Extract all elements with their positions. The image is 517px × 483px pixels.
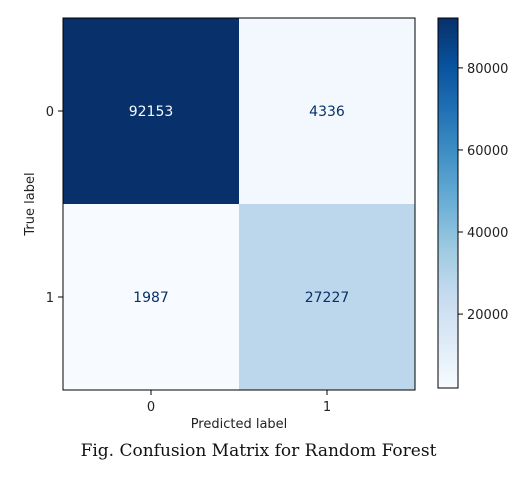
y-axis-label: True label	[23, 172, 38, 236]
colorbar-tick-label: 60000	[467, 144, 508, 159]
cell-value-label: 1987	[133, 290, 169, 306]
heatmap-cells: 92153 4336 1987 27227	[63, 18, 415, 390]
colorbar-tick-label: 40000	[467, 226, 508, 241]
colorbar	[437, 17, 459, 389]
colorbar-ticks: 20000 40000 60000 80000	[458, 62, 508, 323]
cell-value-label: 27227	[305, 290, 350, 306]
cell-value-label: 92153	[129, 104, 174, 120]
axis-ticks: 0 1 0 1	[46, 105, 331, 415]
cell-value-label: 4336	[309, 104, 345, 120]
matrix-frame	[62, 17, 416, 391]
heatmap-cell	[239, 204, 415, 390]
colorbar-tick-label: 20000	[467, 308, 508, 323]
heatmap-cell	[239, 18, 415, 204]
y-tick-label: 0	[46, 105, 54, 120]
x-tick-label: 1	[323, 400, 331, 415]
colorbar-tick-label: 80000	[467, 62, 508, 77]
x-tick-label: 0	[147, 400, 155, 415]
figure-caption: Fig. Confusion Matrix for Random Forest	[80, 441, 437, 461]
x-axis-label: Predicted label	[191, 417, 288, 432]
y-tick-label: 1	[46, 291, 54, 306]
heatmap-cell	[63, 18, 239, 204]
heatmap-cell	[63, 204, 239, 390]
